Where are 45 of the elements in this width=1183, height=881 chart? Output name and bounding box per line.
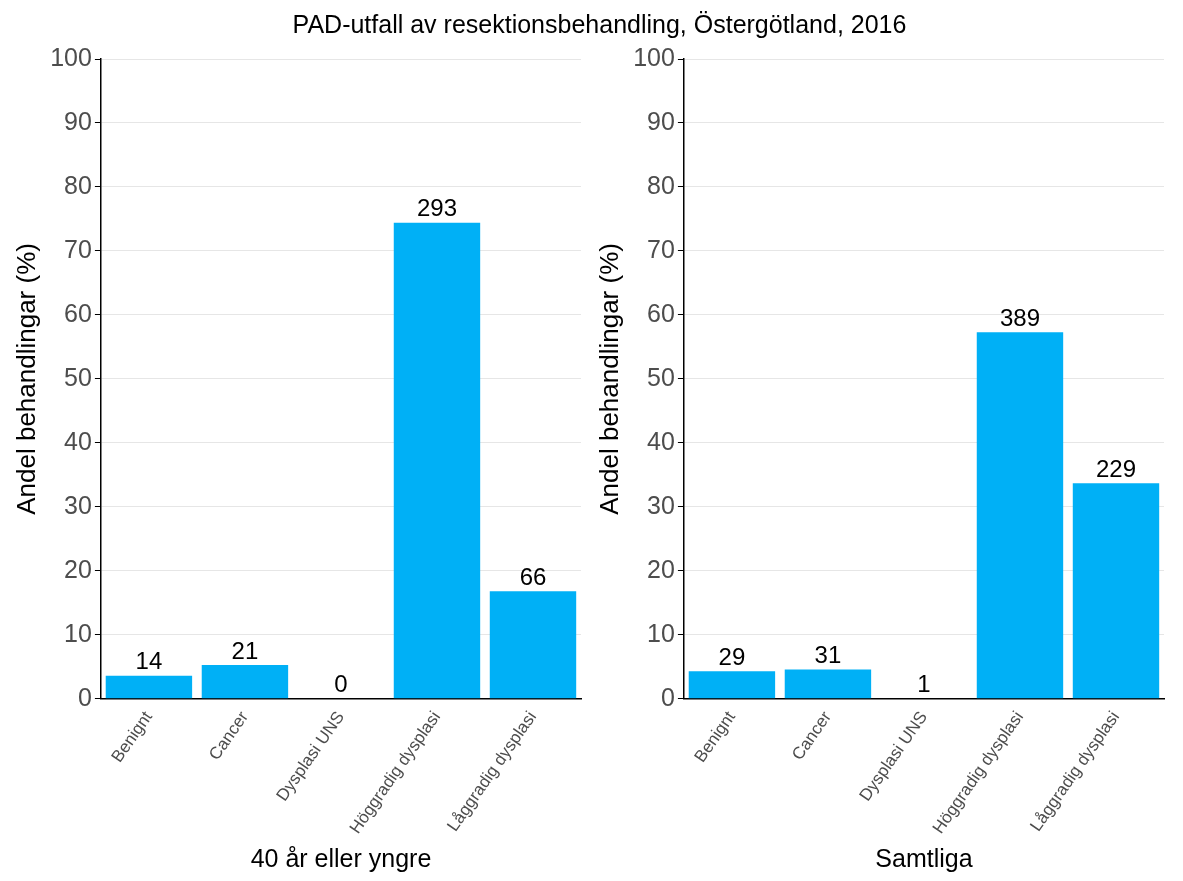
y-tick-label: 10 — [647, 618, 675, 647]
annotation: 293 — [416, 194, 457, 222]
x-axis-title: Samtliga — [875, 843, 973, 872]
y-tick-label: 30 — [647, 490, 675, 519]
y-tick-label: 10 — [64, 618, 92, 647]
y-tick-label: 30 — [64, 490, 92, 519]
y-tick-label: 80 — [647, 170, 675, 199]
y-axis-title: Andel behandlingar (%) — [593, 243, 624, 515]
x-axis-title: 40 år eller yngre — [250, 843, 432, 872]
y-tick-label: 100 — [50, 42, 92, 71]
y-axis-title: Andel behandlingar (%) — [10, 243, 41, 515]
y-tick-label: 80 — [64, 170, 92, 199]
y-tick-label: 90 — [647, 106, 675, 135]
annotation: 389 — [999, 303, 1040, 331]
annotation: 66 — [519, 562, 547, 590]
bar — [976, 332, 1064, 699]
bar — [105, 675, 193, 699]
y-tick-label: 50 — [647, 362, 675, 391]
y-tick-label: 40 — [64, 426, 92, 455]
annotation: 29 — [718, 642, 746, 670]
y-tick-label: 20 — [64, 554, 92, 583]
bar — [201, 664, 289, 699]
y-tick-label: 0 — [661, 682, 675, 711]
annotation: 0 — [334, 670, 348, 698]
y-tick-label: 100 — [633, 42, 675, 71]
bar — [1072, 483, 1160, 699]
annotation: 1 — [917, 669, 931, 697]
y-tick-label: 40 — [647, 426, 675, 455]
y-tick-label: 60 — [64, 298, 92, 327]
annotation: 14 — [135, 647, 163, 675]
y-tick-label: 70 — [64, 234, 92, 263]
bar — [393, 222, 481, 699]
annotation: 31 — [814, 641, 842, 669]
y-tick-label: 0 — [78, 682, 92, 711]
y-tick-label: 70 — [647, 234, 675, 263]
y-tick-label: 20 — [647, 554, 675, 583]
y-tick-label: 50 — [64, 362, 92, 391]
y-tick-label: 60 — [647, 298, 675, 327]
bar — [688, 671, 776, 699]
bar — [784, 669, 872, 699]
chart-title: PAD-utfall av resektionsbehandling, Östergötland, 2016 — [291, 9, 908, 40]
annotation: 229 — [1095, 454, 1137, 482]
bar — [489, 591, 577, 699]
annotation: 21 — [231, 636, 259, 664]
y-tick-label: 90 — [64, 106, 92, 135]
